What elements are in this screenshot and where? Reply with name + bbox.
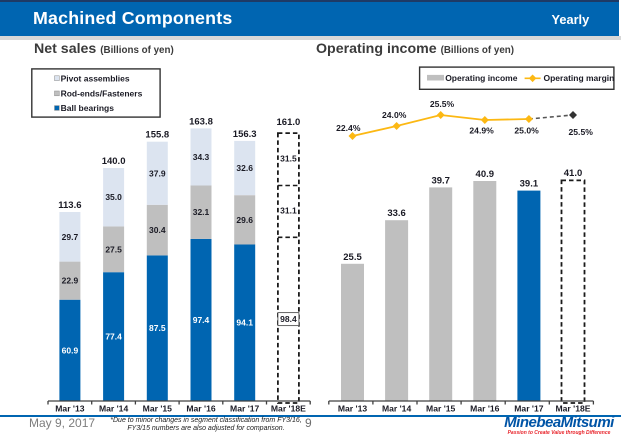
svg-text:87.5: 87.5 (149, 323, 166, 333)
svg-text:31.5: 31.5 (280, 153, 297, 163)
svg-text:Mar '15: Mar '15 (143, 404, 172, 414)
svg-text:98.4: 98.4 (280, 314, 297, 324)
svg-text:29.7: 29.7 (62, 232, 79, 242)
svg-text:35.0: 35.0 (105, 192, 122, 202)
svg-text:40.9: 40.9 (476, 169, 495, 180)
svg-text:Mar '17: Mar '17 (230, 404, 259, 414)
svg-text:37.9: 37.9 (149, 168, 166, 178)
svg-text:Mar '13: Mar '13 (338, 404, 367, 414)
svg-text:Mar '16: Mar '16 (186, 404, 215, 414)
svg-text:163.8: 163.8 (189, 116, 213, 127)
svg-text:60.9: 60.9 (62, 345, 79, 355)
svg-text:33.6: 33.6 (387, 208, 406, 219)
svg-text:24.0%: 24.0% (382, 110, 407, 120)
svg-text:32.6: 32.6 (236, 163, 253, 173)
svg-text:77.4: 77.4 (105, 332, 122, 342)
svg-text:94.1: 94.1 (236, 318, 253, 328)
svg-text:34.3: 34.3 (193, 152, 210, 162)
svg-text:Mar '18E: Mar '18E (555, 404, 590, 414)
svg-text:39.7: 39.7 (431, 175, 450, 186)
svg-text:Mar '18E: Mar '18E (271, 404, 306, 414)
svg-text:Mar '15: Mar '15 (426, 404, 455, 414)
svg-text:155.8: 155.8 (145, 130, 169, 141)
svg-text:25.5%: 25.5% (430, 99, 455, 109)
svg-text:156.3: 156.3 (233, 129, 257, 140)
svg-text:Mar '14: Mar '14 (99, 404, 128, 414)
svg-text:97.4: 97.4 (193, 315, 210, 325)
svg-text:Operating income: Operating income (445, 73, 518, 83)
svg-text:30.4: 30.4 (149, 225, 166, 235)
svg-text:140.0: 140.0 (102, 156, 126, 167)
svg-text:24.9%: 24.9% (469, 126, 494, 136)
svg-text:Mar '16: Mar '16 (470, 404, 499, 414)
svg-text:Ball bearings: Ball bearings (61, 103, 115, 113)
svg-text:25.5: 25.5 (343, 252, 362, 263)
svg-text:113.6: 113.6 (58, 200, 81, 211)
svg-text:27.5: 27.5 (105, 244, 122, 254)
svg-text:22.9: 22.9 (62, 276, 79, 286)
svg-text:32.1: 32.1 (193, 207, 210, 217)
svg-text:25.0%: 25.0% (514, 126, 539, 136)
svg-text:Pivot assemblies: Pivot assemblies (61, 73, 130, 83)
svg-text:Operating margin: Operating margin (544, 73, 615, 83)
svg-text:161.0: 161.0 (277, 117, 301, 128)
svg-text:Mar '13: Mar '13 (55, 404, 84, 414)
svg-text:29.6: 29.6 (236, 215, 253, 225)
svg-text:41.0: 41.0 (564, 168, 583, 179)
svg-text:Mar '17: Mar '17 (514, 404, 543, 414)
svg-text:25.5%: 25.5% (569, 127, 594, 137)
svg-text:Rod-ends/Fasteners: Rod-ends/Fasteners (61, 89, 143, 99)
svg-text:Mar '14: Mar '14 (382, 404, 411, 414)
svg-text:22.4%: 22.4% (336, 123, 361, 133)
svg-text:31.1: 31.1 (280, 205, 297, 215)
svg-text:39.1: 39.1 (520, 179, 539, 190)
